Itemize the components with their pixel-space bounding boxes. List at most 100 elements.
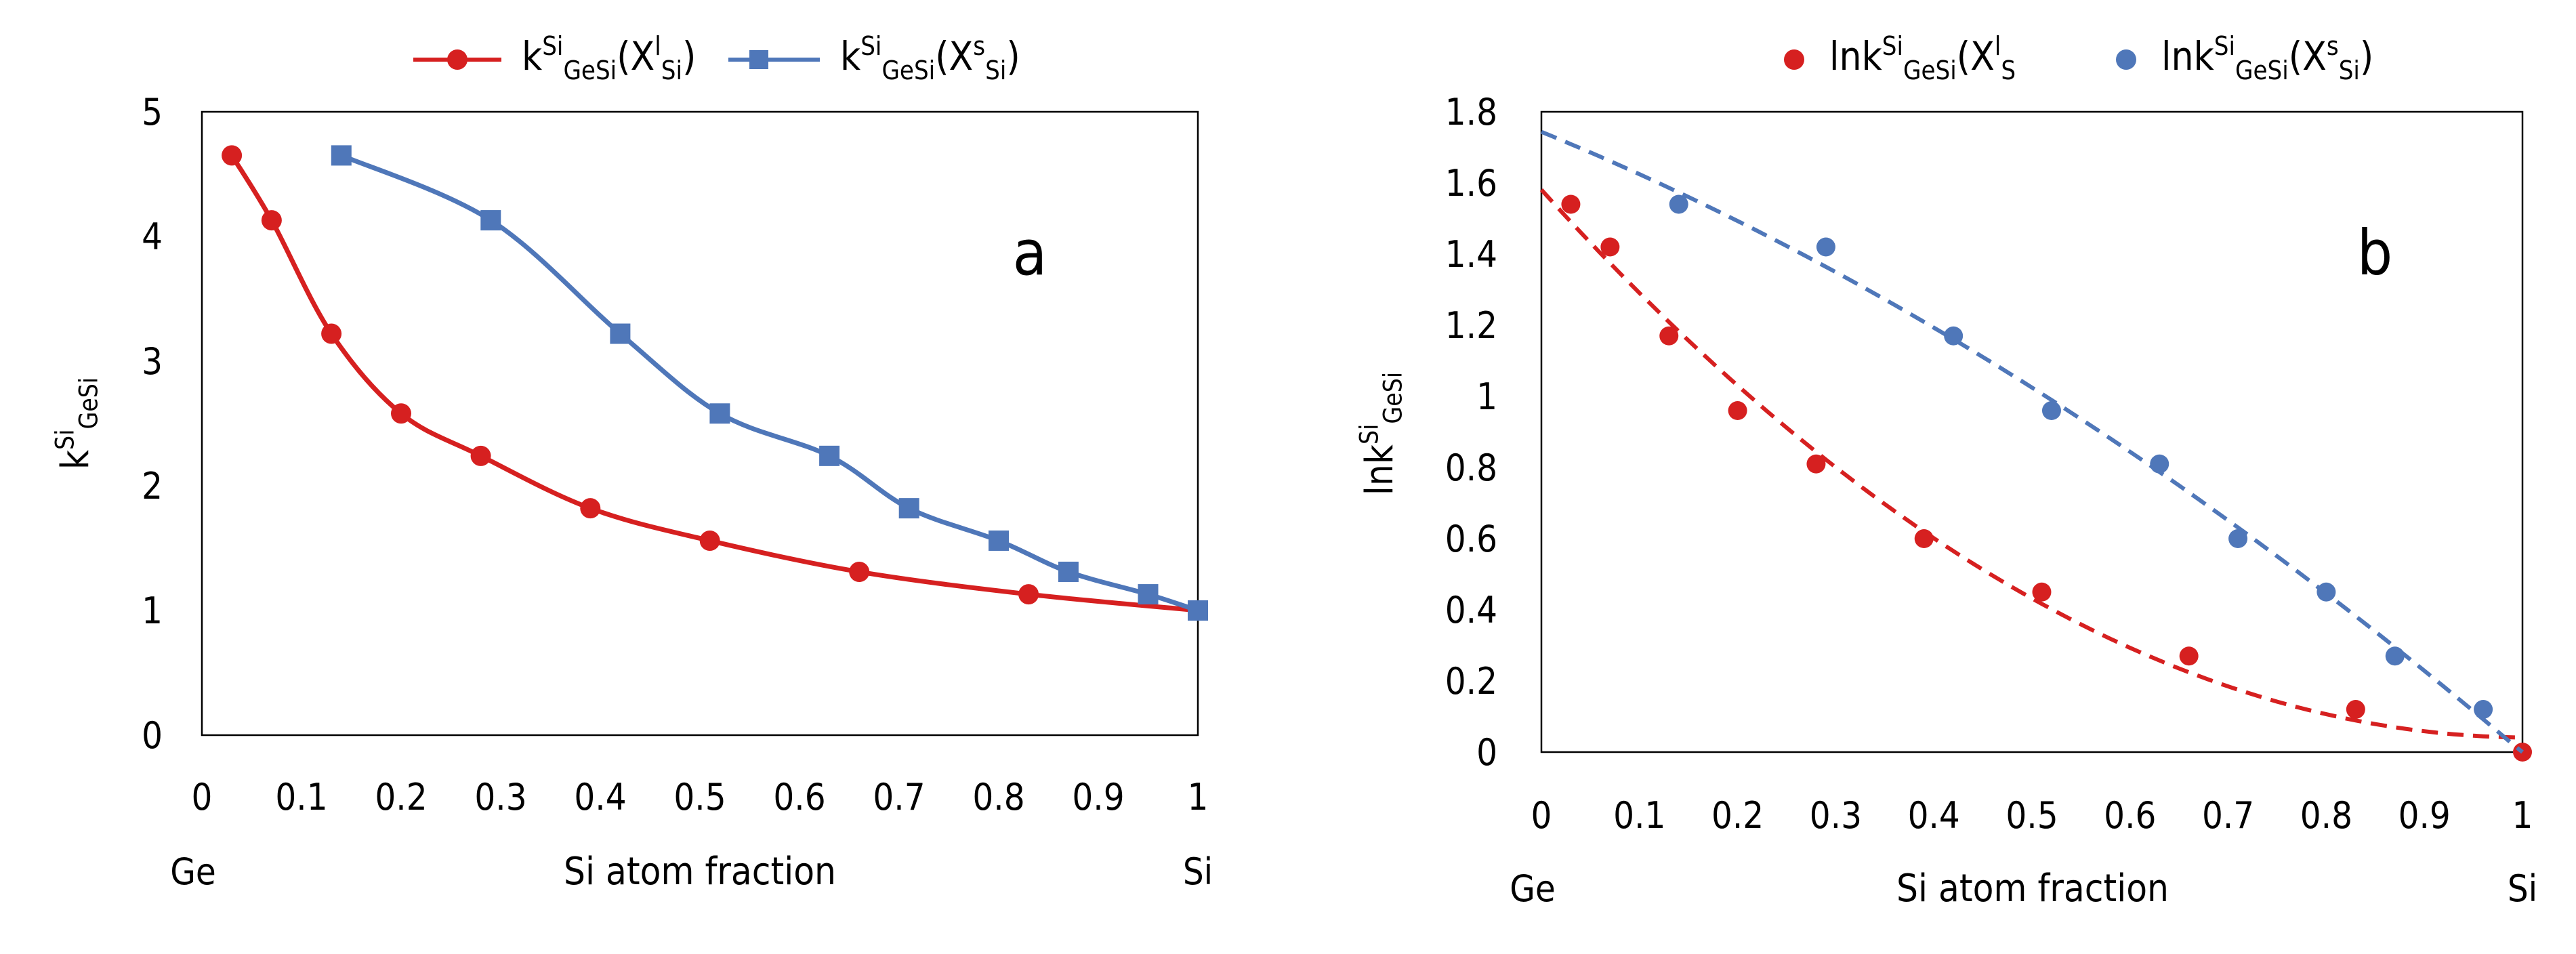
- panel-b-legend-open: (X: [1957, 33, 1995, 79]
- panel-b-y-tick-label: 0.6: [1445, 518, 1497, 560]
- panel-a-x-right-end-label: Si: [1183, 850, 1213, 893]
- panel-a-x-tick-label: 0.3: [474, 776, 526, 818]
- panel-a-x-tick-label: 0.8: [972, 776, 1024, 818]
- panel-b-series-2-point: [1816, 237, 1835, 257]
- panel-b-legend-label: lnkSiGeSi(XlS: [1829, 31, 2016, 85]
- panel-a-series-2-point: [709, 403, 730, 424]
- panel-b-legend-subscript-2: S: [2001, 56, 2016, 85]
- panel-b-series-2-point: [1944, 326, 1964, 346]
- panel-b-x-tick-label: 0.2: [1711, 794, 1764, 837]
- panel-b-y-tick-label: 1.8: [1445, 91, 1497, 133]
- panel-b-series-1-point: [1806, 454, 1826, 474]
- panel-a-legend-open: (X: [935, 33, 973, 79]
- panel-a-letter: a: [1013, 217, 1047, 289]
- panel-b-x-ticks: 0 0.1 0.2 0.3 0.4 0.5 0.6 0.7 0.8 0.9 1: [1531, 794, 2533, 837]
- panel-b-x-tick-label: 0.5: [2006, 794, 2058, 837]
- panel-b-x-tick-label: 0.6: [2104, 794, 2156, 837]
- panel-b-legend-label: lnkSiGeSi(XsSi): [2161, 31, 2373, 85]
- panel-b-series-1-point: [1561, 194, 1581, 214]
- panel-a-series: [222, 145, 1208, 621]
- panel-b-ylabel-base: lnk: [1358, 444, 1402, 495]
- panel-a-legend-subscript: GeSi: [881, 56, 935, 85]
- panel-a-y-ticks: 0 1 2 3 4 5: [142, 91, 163, 757]
- panel-b-y-tick-label: 1.4: [1445, 233, 1497, 276]
- panel-a-legend-subscript: GeSi: [563, 56, 617, 85]
- panel-a-legend-superscript-2: l: [655, 31, 661, 61]
- panel-a-series-2-point: [331, 145, 352, 166]
- panel-a-series-2-point: [898, 498, 919, 519]
- panel-b-x-tick-label: 0.8: [2300, 794, 2352, 837]
- panel-a-ylabel-base: k: [54, 449, 98, 470]
- panel-b-series-1-point: [1728, 401, 1747, 420]
- panel-a-legend-swatch-marker: [447, 49, 468, 70]
- panel-a-x-tick-label: 0.5: [673, 776, 726, 818]
- panel-a-series-1-point: [849, 561, 870, 582]
- panel-a-chart: kSiGeSi(XlSi) kSiGeSi(XsSi) kSiGeSi 01234…: [51, 31, 1213, 894]
- panel-a-series-1-point: [321, 323, 342, 344]
- panel-b-y-tick-label: 1.2: [1445, 304, 1497, 347]
- panel-b-legend-base: lnk: [1829, 33, 1883, 79]
- panel-b-series-1-point: [2179, 646, 2199, 666]
- panel-b-series-2-trendline: [1540, 129, 2524, 754]
- panel-a-y-tick-label: 5: [142, 91, 163, 133]
- panel-a-legend-superscript: Si: [542, 31, 563, 61]
- panel-a-legend-subscript-2: Si: [985, 56, 1006, 85]
- panel-a-legend: kSiGeSi(XlSi) kSiGeSi(XsSi): [413, 31, 1020, 85]
- panel-a-series-1-point: [699, 530, 720, 551]
- panel-b-ylabel-superscript: Si: [1355, 424, 1384, 444]
- panel-b-y-tick-label: 1: [1476, 375, 1497, 418]
- panel-b-legend: lnkSiGeSi(XlS lnkSiGeSi(XsSi): [1784, 31, 2373, 85]
- panel-b-y-tick-label: 0: [1476, 731, 1497, 774]
- panel-b-series-1-trendline: [1539, 188, 2523, 740]
- panel-b-series-2-point: [2317, 582, 2336, 602]
- panel-b-legend-subscript: GeSi: [1903, 56, 1957, 85]
- panel-b-x-tick-label: 0: [1531, 794, 1552, 837]
- panel-a-series-1-point: [261, 210, 282, 231]
- panel-b-legend-open: (X: [2289, 33, 2327, 79]
- panel-b-x-tick-label: 0.1: [1613, 794, 1665, 837]
- panel-b-legend-superscript-2: l: [1995, 31, 2001, 61]
- panel-b-series-1-point: [1914, 529, 1934, 548]
- panel-b-legend-superscript: Si: [2214, 31, 2235, 61]
- panel-a-x-tick-label: 0: [192, 776, 213, 818]
- panel-b-letter: b: [2357, 217, 2393, 289]
- panel-a-series-2-point: [989, 530, 1009, 551]
- panel-a-x-tick-label: 0.4: [574, 776, 626, 818]
- panel-b-x-left-end-label: Ge: [1510, 867, 1556, 910]
- panel-b-series-2-point: [2150, 454, 2169, 474]
- panel-b-y-axis-title: lnkSiGeSi: [1355, 372, 1408, 495]
- panel-a-legend-label: kSiGeSi(XsSi): [840, 31, 1020, 85]
- panel-b-x-tick-label: 0.9: [2398, 794, 2451, 837]
- panel-a-plot-frame: [201, 110, 1199, 737]
- panel-b-y-ticks: 0 0.2 0.4 0.6 0.8 1 1.2 1.4 1.6 1.8: [1445, 91, 1497, 774]
- panel-a-x-axis-title: Si atom fraction: [564, 850, 836, 894]
- panel-a-series-2-line: [340, 153, 1199, 613]
- panel-a-x-tick-label: 0.7: [873, 776, 925, 818]
- panel-b-series-2-point: [2385, 646, 2405, 666]
- panel-a-legend-superscript: Si: [860, 31, 881, 61]
- panel-b-y-tick-label: 0.8: [1445, 447, 1497, 489]
- panel-b-legend-superscript-2: s: [2327, 31, 2339, 61]
- panel-b-x-tick-label: 0.3: [1810, 794, 1862, 837]
- panel-b-y-tick-label: 1.6: [1445, 162, 1497, 205]
- panel-b-legend-swatch-marker: [2116, 49, 2136, 70]
- panel-b-x-tick-label: 1: [2512, 794, 2533, 837]
- panel-b-series-1-point: [2032, 582, 2052, 602]
- panel-a-x-ticks: 0 0.1 0.2 0.3 0.4 0.5 0.6 0.7 0.8 0.9 1: [192, 776, 1209, 818]
- panel-b-legend-subscript: GeSi: [2235, 56, 2289, 85]
- panel-a-y-tick-label: 1: [142, 589, 163, 632]
- panel-a-legend-base: k: [522, 33, 543, 79]
- panel-b-legend-subscript-2: Si: [2339, 56, 2360, 85]
- panel-b-legend-close: ): [2360, 33, 2373, 79]
- panel-b-series-2-point: [1669, 194, 1688, 214]
- panel-b-y-tick-label: 0.4: [1445, 589, 1497, 631]
- panel-a-y-axis-title: kSiGeSi: [51, 377, 104, 470]
- panel-b-legend-superscript: Si: [1882, 31, 1903, 61]
- panel-b-x-tick-label: 0.4: [1908, 794, 1960, 837]
- panel-a-x-tick-label: 0.2: [375, 776, 427, 818]
- panel-a-y-tick-label: 0: [142, 714, 163, 757]
- panel-b-x-axis-title: Si atom fraction: [1896, 867, 2169, 911]
- panel-b-legend-base: lnk: [2161, 33, 2215, 79]
- panel-a-series-2-point: [1138, 584, 1159, 605]
